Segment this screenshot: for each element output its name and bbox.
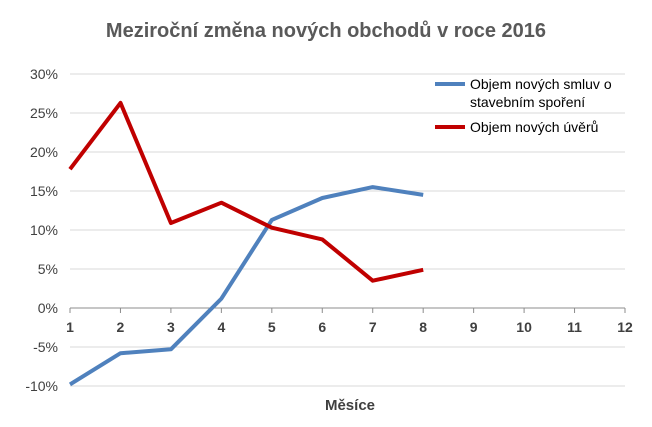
x-tick-label: 10 (516, 319, 532, 335)
legend-label: Objem nových smluv o (470, 76, 612, 92)
y-tick-label: 10% (30, 222, 58, 238)
series-line-2 (68, 100, 424, 283)
y-tick-label: 20% (30, 144, 58, 160)
y-tick-label: 0% (38, 300, 58, 316)
series-line-1 (68, 185, 424, 387)
x-tick-label: 1 (66, 319, 74, 335)
x-tick-label: 11 (567, 319, 582, 335)
legend-label: Objem nových úvěrů (470, 119, 598, 135)
chart-title: Meziroční změna nových obchodů v roce 20… (105, 20, 547, 42)
legend-label: stavebním spoření (470, 94, 585, 110)
x-tick-label: 4 (217, 319, 225, 335)
x-tick-label: 12 (617, 319, 633, 335)
y-tick-label: 25% (30, 105, 58, 121)
y-tick-label: 30% (30, 66, 58, 82)
x-tick-label: 6 (318, 319, 326, 335)
y-tick-label: -5% (33, 339, 58, 355)
x-tick-label: 9 (470, 319, 478, 335)
y-tick-label: 5% (38, 261, 58, 277)
x-tick-label: 2 (117, 319, 125, 335)
x-axis-label: Měsíce (324, 397, 376, 414)
x-tick-label: 5 (268, 319, 276, 335)
y-tick-label: 15% (30, 183, 58, 199)
x-tick-label: 7 (369, 319, 377, 335)
y-tick-label: -10% (25, 378, 58, 394)
x-tick-label: 3 (167, 319, 175, 335)
x-tick-label: 8 (419, 319, 427, 335)
